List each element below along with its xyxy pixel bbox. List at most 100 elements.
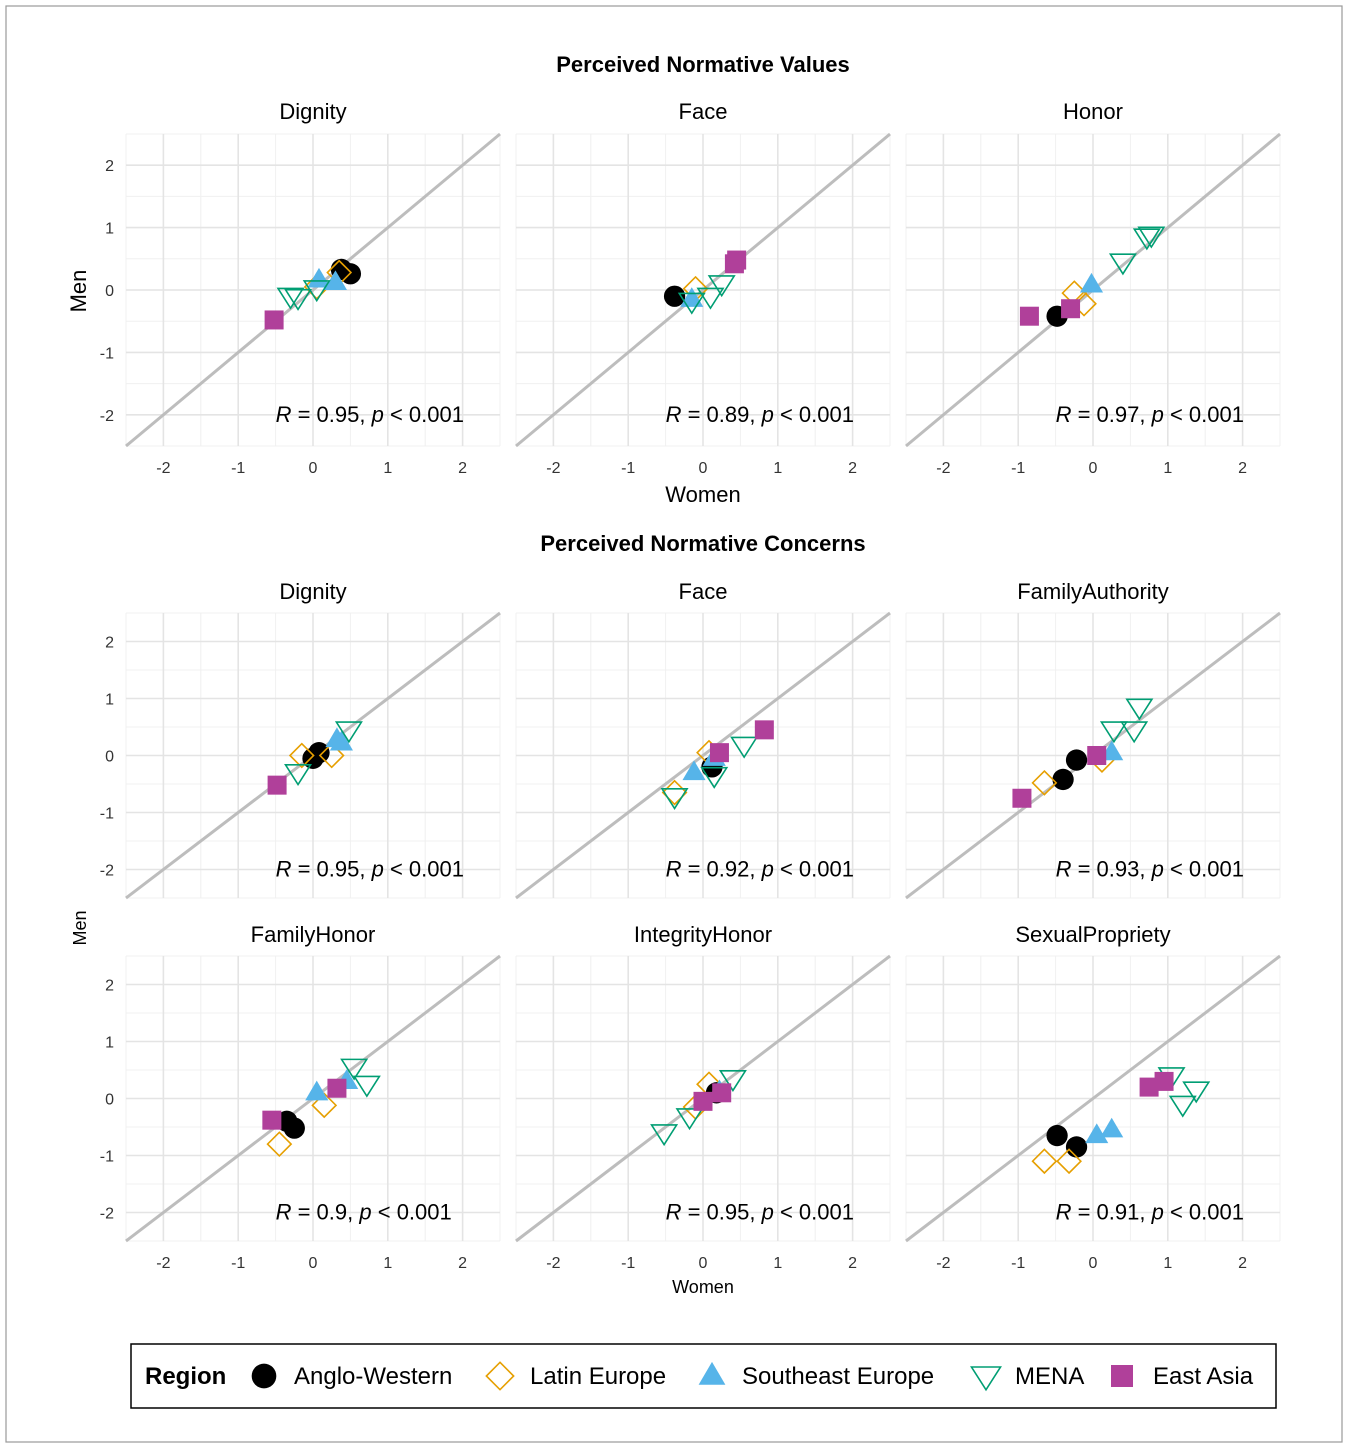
point-east-asia bbox=[1061, 299, 1081, 319]
y-tick-label: 2 bbox=[105, 978, 114, 995]
point-anglo-western bbox=[1046, 1124, 1068, 1147]
point-east-asia bbox=[264, 310, 284, 330]
x-tick-label: -1 bbox=[1011, 1255, 1025, 1272]
section-title-concerns: Perceived Normative Concerns bbox=[540, 531, 865, 556]
panel-face: Face -2 -1 0 1 2 R = 0.89, p < 0.001 bbox=[515, 99, 891, 477]
point-anglo-western bbox=[308, 742, 330, 764]
x-tick-label: 1 bbox=[1163, 1255, 1172, 1272]
x-tick-label: 0 bbox=[309, 460, 318, 477]
y-tick-label: -2 bbox=[100, 408, 114, 425]
point-mena bbox=[1168, 1095, 1197, 1118]
correlation-annotation: R = 0.89, p < 0.001 bbox=[666, 402, 854, 427]
y-tick-label: -1 bbox=[100, 1149, 114, 1166]
legend-box bbox=[130, 1343, 1277, 1409]
x-tick-label: -2 bbox=[936, 460, 950, 477]
x-tick-label: -1 bbox=[621, 460, 635, 477]
point-mena bbox=[730, 736, 759, 759]
point-anglo-western bbox=[663, 285, 686, 307]
point-anglo-western bbox=[1065, 749, 1088, 771]
point-mena bbox=[718, 1069, 747, 1092]
x-tick-label: 2 bbox=[458, 460, 467, 477]
y-tick-label: 0 bbox=[105, 749, 114, 766]
point-southeast-europe bbox=[680, 287, 704, 307]
correlation-annotation: R = 0.95, p < 0.001 bbox=[666, 1200, 854, 1225]
panel-title: Face bbox=[679, 99, 728, 124]
point-mena bbox=[352, 1075, 381, 1098]
point-east-asia bbox=[1139, 1077, 1159, 1097]
x-tick-label: 2 bbox=[848, 1255, 857, 1272]
y-tick-label: 2 bbox=[105, 635, 114, 652]
panel-title: Face bbox=[679, 579, 728, 604]
panel-familyhonor: FamilyHonor -2 -1 0 1 2 -2 -1 0 1 2 R = 0.9, p < 0.… bbox=[100, 922, 501, 1272]
point-mena bbox=[650, 1124, 679, 1147]
point-mena bbox=[700, 766, 729, 789]
correlation-annotation: R = 0.92, p < 0.001 bbox=[666, 857, 854, 882]
point-mena bbox=[1108, 253, 1137, 276]
panel-honor: Honor -2 -1 0 1 2 R = 0.97, p < 0.001 bbox=[905, 99, 1281, 477]
legend-label: Latin Europe bbox=[530, 1363, 666, 1390]
x-tick-label: -1 bbox=[231, 1255, 245, 1272]
x-tick-label: -1 bbox=[621, 1255, 635, 1272]
x-tick-label: 0 bbox=[1089, 460, 1098, 477]
point-latin-europe bbox=[266, 1131, 293, 1158]
point-east-asia bbox=[1087, 746, 1107, 765]
point-mena bbox=[1137, 226, 1166, 249]
legend-marker-anglo-western bbox=[251, 1363, 277, 1389]
x-tick-label: 0 bbox=[699, 460, 708, 477]
point-mena bbox=[696, 287, 725, 310]
correlation-annotation: R = 0.93, p < 0.001 bbox=[1056, 857, 1244, 882]
x-tick-label: -1 bbox=[1011, 460, 1025, 477]
point-mena bbox=[1132, 228, 1161, 251]
x-tick-label: 1 bbox=[383, 1255, 392, 1272]
panels: Dignity -2 -1 0 1 2 -2 -1 0 1 2 R = 0.95, p < 0.001… bbox=[100, 99, 1281, 1272]
panel-integrityhonor: IntegrityHonor -2 -1 0 1 2 R = 0.95, p < 0.001 bbox=[515, 922, 891, 1272]
point-latin-europe bbox=[318, 742, 345, 769]
point-east-asia bbox=[693, 1091, 713, 1111]
legend-items: Anglo-Western Latin Europe Southeast Europ… bbox=[251, 1361, 1254, 1392]
x-tick-label: -1 bbox=[231, 460, 245, 477]
panel-title: Dignity bbox=[279, 579, 346, 604]
x-tick-label: -2 bbox=[546, 460, 560, 477]
legend-marker-latin-europe bbox=[485, 1361, 515, 1391]
y-tick-label: 0 bbox=[105, 283, 114, 300]
point-southeast-europe bbox=[305, 1080, 329, 1101]
panel-face: Face R = 0.92, p < 0.001 bbox=[515, 579, 891, 900]
point-southeast-europe bbox=[329, 730, 353, 751]
reference-line bbox=[515, 611, 891, 900]
y-tick-label: -1 bbox=[100, 806, 114, 823]
point-mena bbox=[660, 787, 689, 810]
panel-sexualpropriety: SexualPropriety -2 -1 0 1 2 R = 0.91, p < 0.00… bbox=[905, 922, 1281, 1272]
legend-marker-mena bbox=[970, 1366, 1002, 1392]
reference-line bbox=[515, 132, 891, 448]
legend-label: Southeast Europe bbox=[742, 1363, 934, 1390]
x-tick-label: 1 bbox=[773, 1255, 782, 1272]
x-tick-label: -2 bbox=[156, 460, 170, 477]
point-mena bbox=[334, 721, 363, 744]
x-tick-label: 1 bbox=[773, 460, 782, 477]
x-tick-label: 1 bbox=[1163, 460, 1172, 477]
point-east-asia bbox=[1019, 306, 1039, 326]
point-southeast-europe bbox=[307, 267, 331, 288]
panel-dignity: Dignity -2 -1 0 1 2 R = 0.95, p < 0.001 bbox=[100, 579, 501, 900]
point-southeast-europe bbox=[1085, 1123, 1109, 1144]
concerns-y-axis-label: Men bbox=[70, 910, 90, 945]
panel-title: Dignity bbox=[279, 99, 346, 124]
point-mena bbox=[1120, 721, 1149, 744]
y-tick-label: 0 bbox=[105, 1092, 114, 1109]
point-mena bbox=[1182, 1081, 1211, 1104]
point-east-asia bbox=[727, 250, 747, 270]
point-latin-europe bbox=[311, 1092, 338, 1119]
reference-line bbox=[905, 954, 1281, 1243]
panel-title: FamilyHonor bbox=[251, 922, 376, 947]
section-title-values: Perceived Normative Values bbox=[556, 52, 850, 77]
point-mena bbox=[1099, 721, 1128, 744]
x-tick-label: -2 bbox=[546, 1255, 560, 1272]
point-latin-europe bbox=[1056, 1148, 1082, 1175]
concerns-x-axis-label: Women bbox=[672, 1277, 734, 1297]
correlation-annotation: R = 0.95, p < 0.001 bbox=[276, 402, 464, 427]
point-anglo-western bbox=[1065, 1136, 1088, 1158]
point-east-asia bbox=[1154, 1071, 1174, 1091]
point-mena bbox=[340, 1058, 369, 1081]
panel-dignity: Dignity -2 -1 0 1 2 -2 -1 0 1 2 R = 0.95, p < 0.001 bbox=[100, 99, 501, 477]
